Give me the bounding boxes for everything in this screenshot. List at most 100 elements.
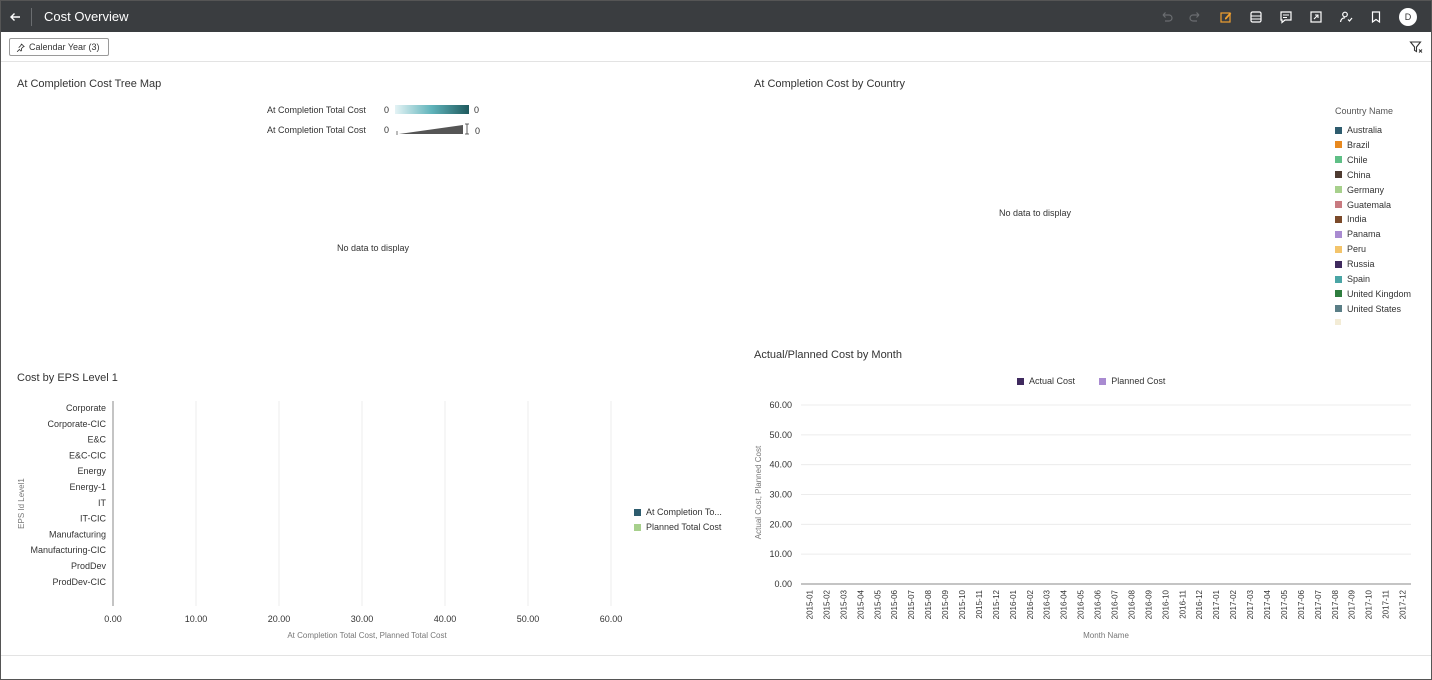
treemap-size-legend-max: 0 bbox=[475, 126, 481, 136]
x-tick-label: 2016-02 bbox=[1026, 589, 1035, 619]
legend-swatch bbox=[1335, 141, 1342, 149]
country-title: At Completion Cost by Country bbox=[754, 78, 906, 90]
treemap-no-data: No data to display bbox=[337, 243, 410, 253]
country-legend-item[interactable]: India bbox=[1335, 214, 1367, 224]
country-no-data: No data to display bbox=[999, 208, 1072, 218]
y-tick-label: 20.00 bbox=[769, 519, 792, 529]
treemap-color-legend-min: 0 bbox=[384, 105, 390, 115]
y-tick-label: 60.00 bbox=[769, 400, 792, 410]
bookmark-icon bbox=[1371, 10, 1381, 23]
y-category-label: Energy bbox=[77, 466, 106, 476]
x-tick-label: 2016-12 bbox=[1195, 589, 1204, 619]
legend-label: Chile bbox=[1347, 154, 1368, 165]
legend-swatch bbox=[1335, 171, 1342, 179]
x-tick-label: 2015-09 bbox=[941, 589, 950, 619]
bottom-divider bbox=[1, 655, 1431, 656]
country-legend-item[interactable]: Peru bbox=[1335, 244, 1366, 254]
x-tick-label: 2015-11 bbox=[975, 589, 984, 618]
comment-icon bbox=[1280, 10, 1292, 24]
x-tick-label: 2015-06 bbox=[890, 589, 899, 619]
present-button[interactable] bbox=[1301, 1, 1331, 32]
x-tick-label: 2017-12 bbox=[1399, 589, 1408, 619]
legend-label: China bbox=[1347, 169, 1371, 180]
filter-funnel-icon[interactable] bbox=[1409, 40, 1423, 54]
y-category-label: Energy-1 bbox=[69, 482, 106, 492]
edit-icon bbox=[1220, 11, 1232, 23]
monthly-legend-item[interactable]: Actual Cost bbox=[1017, 376, 1075, 386]
edit-button[interactable] bbox=[1211, 1, 1241, 32]
x-tick-label: 2016-03 bbox=[1043, 589, 1052, 619]
treemap-size-legend-label: At Completion Total Cost bbox=[267, 125, 366, 135]
eps-legend-item[interactable]: Planned Total Cost bbox=[634, 522, 721, 532]
treemap-color-legend-max: 0 bbox=[474, 105, 480, 115]
header-toolbar: D bbox=[1151, 1, 1417, 32]
legend-label: Guatemala bbox=[1347, 199, 1392, 210]
data-button[interactable] bbox=[1241, 1, 1271, 32]
share-user-button[interactable] bbox=[1331, 1, 1361, 32]
back-button[interactable] bbox=[1, 1, 29, 32]
undo-button[interactable] bbox=[1151, 1, 1181, 32]
y-category-label: E&C bbox=[87, 435, 106, 445]
x-tick-label: 60.00 bbox=[600, 614, 623, 624]
y-category-label: IT bbox=[98, 498, 107, 508]
country-legend-item[interactable]: United Kingdom bbox=[1335, 289, 1411, 299]
monthly-legend-item[interactable]: Planned Cost bbox=[1099, 376, 1165, 386]
x-tick-label: 0.00 bbox=[104, 614, 122, 624]
redo-button[interactable] bbox=[1181, 1, 1211, 32]
country-legend-item[interactable]: China bbox=[1335, 170, 1371, 180]
legend-swatch bbox=[1335, 290, 1342, 298]
country-legend-item[interactable]: Germany bbox=[1335, 185, 1384, 195]
x-tick-label: 2016-08 bbox=[1127, 589, 1136, 619]
country-legend-item[interactable]: Australia bbox=[1335, 125, 1382, 135]
y-tick-label: 0.00 bbox=[774, 579, 792, 589]
legend-swatch bbox=[1335, 186, 1342, 194]
legend-swatch bbox=[1335, 201, 1342, 208]
legend-swatch bbox=[1335, 260, 1342, 268]
legend-label: Panama bbox=[1347, 229, 1381, 240]
eps-legend-item[interactable]: At Completion To... bbox=[634, 507, 722, 517]
bookmark-button[interactable] bbox=[1361, 1, 1391, 32]
legend-label: Russia bbox=[1347, 259, 1375, 270]
legend-label: Germany bbox=[1347, 184, 1385, 195]
treemap-color-gradient bbox=[395, 105, 469, 114]
arrow-left-icon bbox=[10, 12, 20, 21]
treemap-color-legend-label: At Completion Total Cost bbox=[267, 105, 366, 115]
legend-label: Brazil bbox=[1347, 139, 1370, 150]
x-tick-label: 10.00 bbox=[185, 614, 208, 624]
country-legend-item[interactable]: United States bbox=[1335, 304, 1401, 314]
country-legend-title: Country Name bbox=[1335, 106, 1394, 116]
x-tick-label: 2017-06 bbox=[1297, 589, 1306, 619]
legend-label: At Completion To... bbox=[646, 507, 722, 517]
x-tick-label: 2017-04 bbox=[1263, 589, 1272, 619]
country-legend-item[interactable]: Guatemala bbox=[1335, 200, 1391, 210]
country-legend-item[interactable]: Brazil bbox=[1335, 140, 1370, 150]
comments-button[interactable] bbox=[1271, 1, 1301, 32]
x-tick-label: 2015-05 bbox=[873, 589, 882, 619]
monthly-line-chart: 0.00 10.00 20.00 30.00 40.00 50.00 60.00 2015-0… bbox=[754, 400, 1411, 640]
y-category-label: E&C-CIC bbox=[69, 450, 107, 460]
legend-label: United States bbox=[1347, 303, 1402, 314]
country-legend-item[interactable]: Spain bbox=[1335, 274, 1370, 284]
country-legend-item[interactable]: Russia bbox=[1335, 259, 1375, 269]
present-icon bbox=[1310, 10, 1322, 23]
redo-icon bbox=[1189, 11, 1200, 22]
legend-label: India bbox=[1347, 214, 1367, 225]
y-category-label: ProdDev bbox=[71, 561, 107, 571]
user-avatar[interactable]: D bbox=[1399, 7, 1417, 26]
country-legend-item[interactable]: Chile bbox=[1335, 155, 1368, 165]
page-title: Cost Overview bbox=[44, 9, 129, 24]
country-legend-item[interactable]: Panama bbox=[1335, 229, 1381, 239]
x-tick-label: 2016-11 bbox=[1178, 589, 1187, 618]
country-legend-overflow-swatch bbox=[1335, 319, 1341, 325]
x-tick-label: 2015-01 bbox=[805, 589, 814, 619]
legend-swatch bbox=[1335, 156, 1342, 164]
legend-label: United Kingdom bbox=[1347, 288, 1412, 299]
pin-icon bbox=[16, 43, 25, 52]
y-axis-title: EPS Id Level1 bbox=[17, 478, 26, 529]
calendar-year-filter-chip[interactable]: Calendar Year (3) bbox=[9, 38, 109, 56]
legend-swatch bbox=[1335, 275, 1342, 283]
y-category-label: IT-CIC bbox=[80, 514, 106, 524]
y-category-label: ProdDev-CIC bbox=[52, 577, 106, 587]
x-tick-label: 2016-05 bbox=[1077, 589, 1086, 619]
legend-label: Planned Cost bbox=[1111, 376, 1166, 386]
